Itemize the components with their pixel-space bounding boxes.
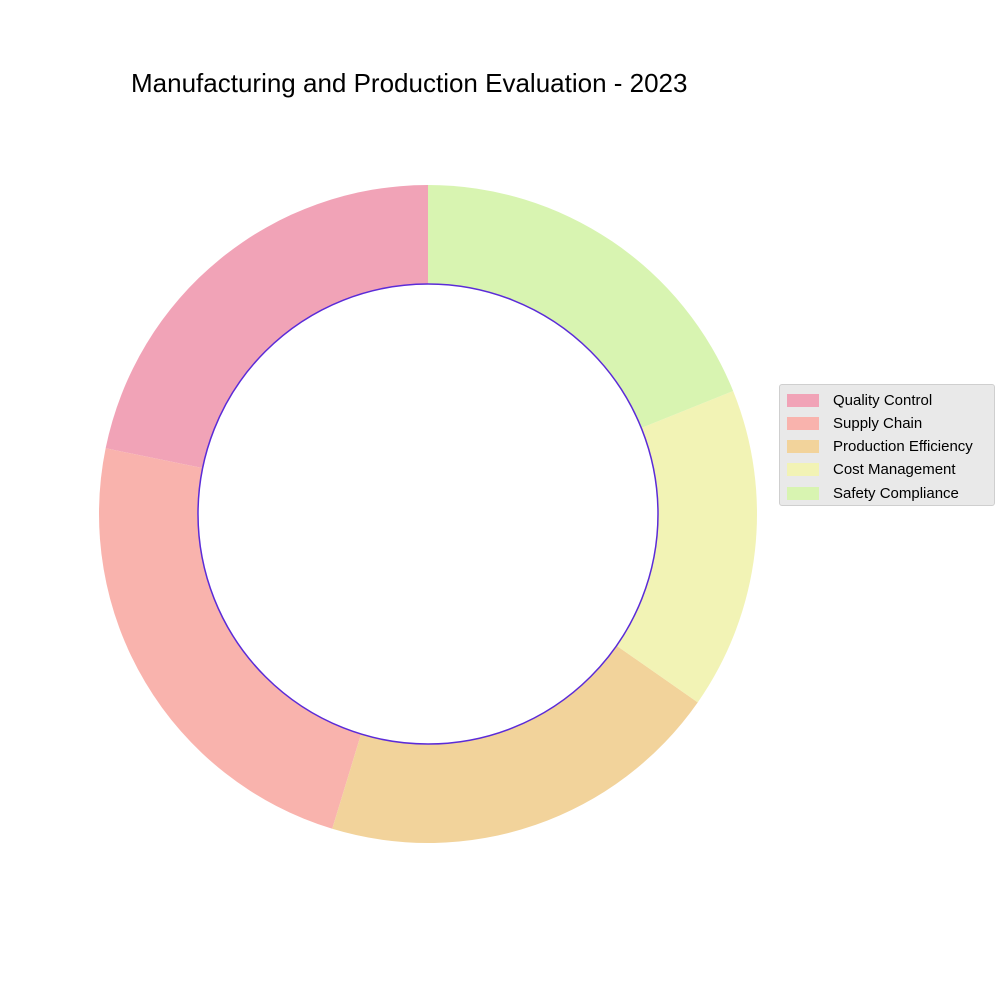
- legend-item: Cost Management: [780, 459, 994, 481]
- legend-label: Supply Chain: [833, 414, 923, 432]
- legend-item: Production Efficiency: [780, 436, 994, 458]
- legend-swatch: [787, 440, 819, 454]
- legend-item: Quality Control: [780, 389, 994, 411]
- legend-label: Safety Compliance: [833, 484, 959, 502]
- chart-title: Manufacturing and Production Evaluation …: [131, 68, 688, 98]
- legend-label: Production Efficiency: [833, 438, 973, 456]
- donut-inner-ring: [197, 283, 659, 745]
- legend-label: Cost Management: [833, 461, 956, 479]
- legend: Quality Control Supply Chain Production Ef…: [779, 384, 995, 506]
- legend-item: Supply Chain: [780, 412, 994, 434]
- legend-swatch: [787, 463, 819, 477]
- legend-swatch: [787, 416, 819, 430]
- legend-label: Quality Control: [833, 391, 933, 409]
- legend-swatch: [787, 393, 819, 407]
- legend-swatch: [787, 486, 819, 500]
- legend-item: Safety Compliance: [780, 482, 994, 504]
